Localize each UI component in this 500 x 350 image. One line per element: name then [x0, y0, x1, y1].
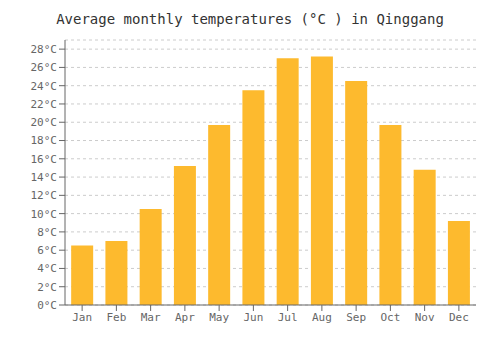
svg-text:12°C: 12°C: [31, 189, 58, 202]
svg-text:24°C: 24°C: [31, 80, 58, 93]
svg-text:8°C: 8°C: [37, 226, 57, 239]
svg-text:Sep: Sep: [346, 311, 366, 324]
svg-text:16°C: 16°C: [31, 153, 58, 166]
svg-text:6°C: 6°C: [37, 244, 57, 257]
svg-text:Mar: Mar: [141, 311, 161, 324]
svg-text:28°C: 28°C: [31, 43, 58, 56]
svg-text:Apr: Apr: [175, 311, 195, 324]
svg-text:Jan: Jan: [72, 311, 92, 324]
svg-text:Feb: Feb: [106, 311, 126, 324]
svg-text:22°C: 22°C: [31, 98, 58, 111]
svg-text:May: May: [209, 311, 229, 324]
svg-text:20°C: 20°C: [31, 116, 58, 129]
svg-text:Nov: Nov: [415, 311, 435, 324]
svg-text:18°C: 18°C: [31, 134, 58, 147]
svg-text:Dec: Dec: [449, 311, 469, 324]
svg-text:Aug: Aug: [312, 311, 332, 324]
svg-text:Oct: Oct: [380, 311, 400, 324]
html-text:Average monthly temperatures (: Average monthly temperatures (°C ) in Qi…: [56, 11, 444, 27]
svg-text:10°C: 10°C: [31, 208, 58, 221]
svg-text:26°C: 26°C: [31, 61, 58, 74]
svg-text:2°C: 2°C: [37, 281, 57, 294]
svg-text:Jun: Jun: [243, 311, 263, 324]
svg-text:4°C: 4°C: [37, 262, 57, 275]
svg-text:14°C: 14°C: [31, 171, 58, 184]
svg-text:0°C: 0°C: [37, 299, 57, 312]
svg-text:Jul: Jul: [278, 311, 298, 324]
